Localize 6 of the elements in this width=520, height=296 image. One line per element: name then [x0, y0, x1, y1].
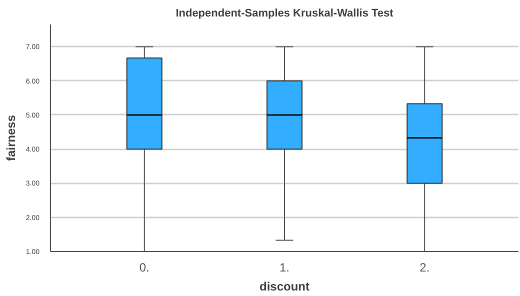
chart-title: Independent-Samples Kruskal-Wallis Test	[176, 8, 394, 20]
x-axis-title: discount	[260, 280, 310, 294]
x-tick-label: 1.	[279, 260, 290, 274]
x-tick-label: 0.	[139, 260, 150, 274]
y-axis-title: fairness	[4, 114, 18, 162]
x-tick-label: 2.	[420, 260, 430, 274]
